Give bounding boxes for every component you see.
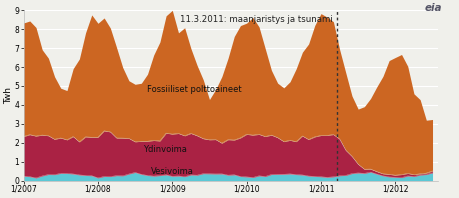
Y-axis label: Twh: Twh [4, 87, 13, 104]
Text: Ydinvoima: Ydinvoima [143, 145, 186, 154]
Text: eia: eia [424, 3, 442, 13]
Text: 11.3.2011: maanjaristys ja tsunami: 11.3.2011: maanjaristys ja tsunami [180, 15, 332, 24]
Text: Vesivoima: Vesivoima [151, 167, 193, 176]
Text: Fossiiliset polttoaineet: Fossiiliset polttoaineet [147, 85, 241, 94]
